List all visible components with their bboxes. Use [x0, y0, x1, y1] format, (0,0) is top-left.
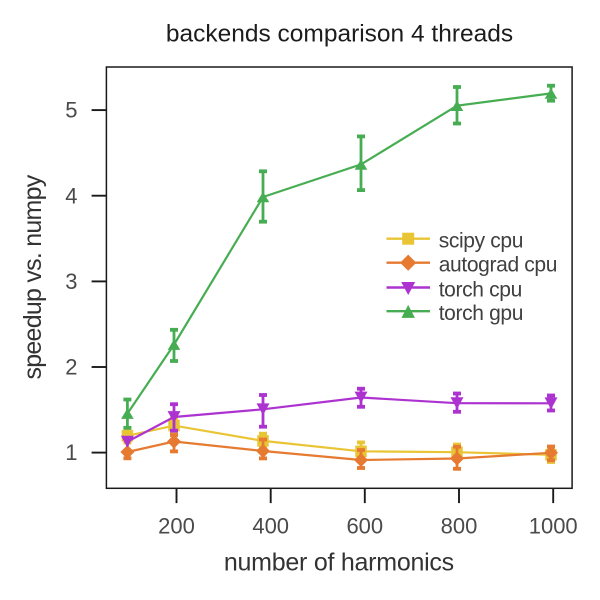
- svg-text:400: 400: [252, 513, 289, 538]
- svg-text:600: 600: [346, 513, 383, 538]
- svg-text:scipy cpu: scipy cpu: [439, 230, 523, 253]
- svg-text:2: 2: [65, 355, 77, 380]
- svg-text:torch gpu: torch gpu: [439, 302, 523, 325]
- svg-text:torch cpu: torch cpu: [439, 278, 522, 301]
- svg-text:speedup vs. numpy: speedup vs. numpy: [19, 174, 47, 379]
- svg-text:number of harmonics: number of harmonics: [224, 549, 454, 577]
- svg-text:800: 800: [441, 513, 478, 538]
- svg-text:200: 200: [158, 513, 195, 538]
- svg-text:autograd cpu: autograd cpu: [439, 254, 557, 277]
- svg-text:1000: 1000: [529, 513, 578, 538]
- svg-text:backends comparison 4 threads: backends comparison 4 threads: [166, 21, 513, 48]
- svg-text:5: 5: [65, 98, 77, 123]
- svg-text:1: 1: [65, 440, 77, 465]
- svg-text:4: 4: [65, 183, 77, 208]
- svg-text:3: 3: [65, 269, 77, 294]
